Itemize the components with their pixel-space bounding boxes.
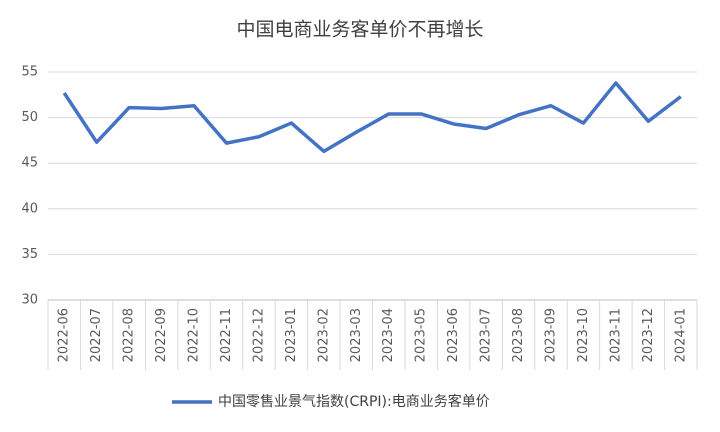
x-tick-label: 2023-04 bbox=[381, 308, 396, 362]
x-tick-label: 2022-12 bbox=[251, 308, 266, 362]
x-tick-label: 2022-10 bbox=[187, 308, 202, 362]
y-tick-label: 35 bbox=[21, 247, 38, 262]
x-tick-label: 2022-11 bbox=[219, 308, 234, 362]
x-tick-label: 2023-06 bbox=[446, 308, 461, 362]
x-tick-label: 2023-05 bbox=[414, 308, 429, 362]
x-tick-label: 2023-07 bbox=[479, 308, 494, 362]
x-tick-label: 2022-08 bbox=[122, 308, 137, 362]
chart-title: 中国电商业务客单价不再增长 bbox=[236, 19, 483, 41]
x-tick-label: 2023-11 bbox=[608, 308, 623, 362]
x-tick-label: 2023-01 bbox=[284, 308, 299, 362]
x-tick-label: 2022-07 bbox=[89, 308, 104, 362]
x-tick-label: 2022-06 bbox=[57, 308, 72, 362]
legend-label: 中国零售业景气指数(CRPI):电商业务客单价 bbox=[218, 393, 490, 410]
y-tick-label: 55 bbox=[21, 65, 38, 80]
x-tick-label: 2023-08 bbox=[511, 308, 526, 362]
x-tick-label: 2023-09 bbox=[543, 308, 558, 362]
x-tick-label: 2022-09 bbox=[154, 308, 169, 362]
x-tick-label: 2023-12 bbox=[641, 308, 656, 362]
y-tick-label: 50 bbox=[21, 110, 38, 125]
x-tick-label: 2023-03 bbox=[349, 308, 364, 362]
x-tick-label: 2023-10 bbox=[576, 308, 591, 362]
y-tick-label: 30 bbox=[21, 293, 38, 308]
x-tick-label: 2023-02 bbox=[316, 308, 331, 362]
y-tick-label: 45 bbox=[21, 156, 38, 171]
x-tick-label: 2024-01 bbox=[673, 308, 688, 362]
y-tick-label: 40 bbox=[21, 201, 38, 216]
data-line bbox=[62, 81, 682, 154]
